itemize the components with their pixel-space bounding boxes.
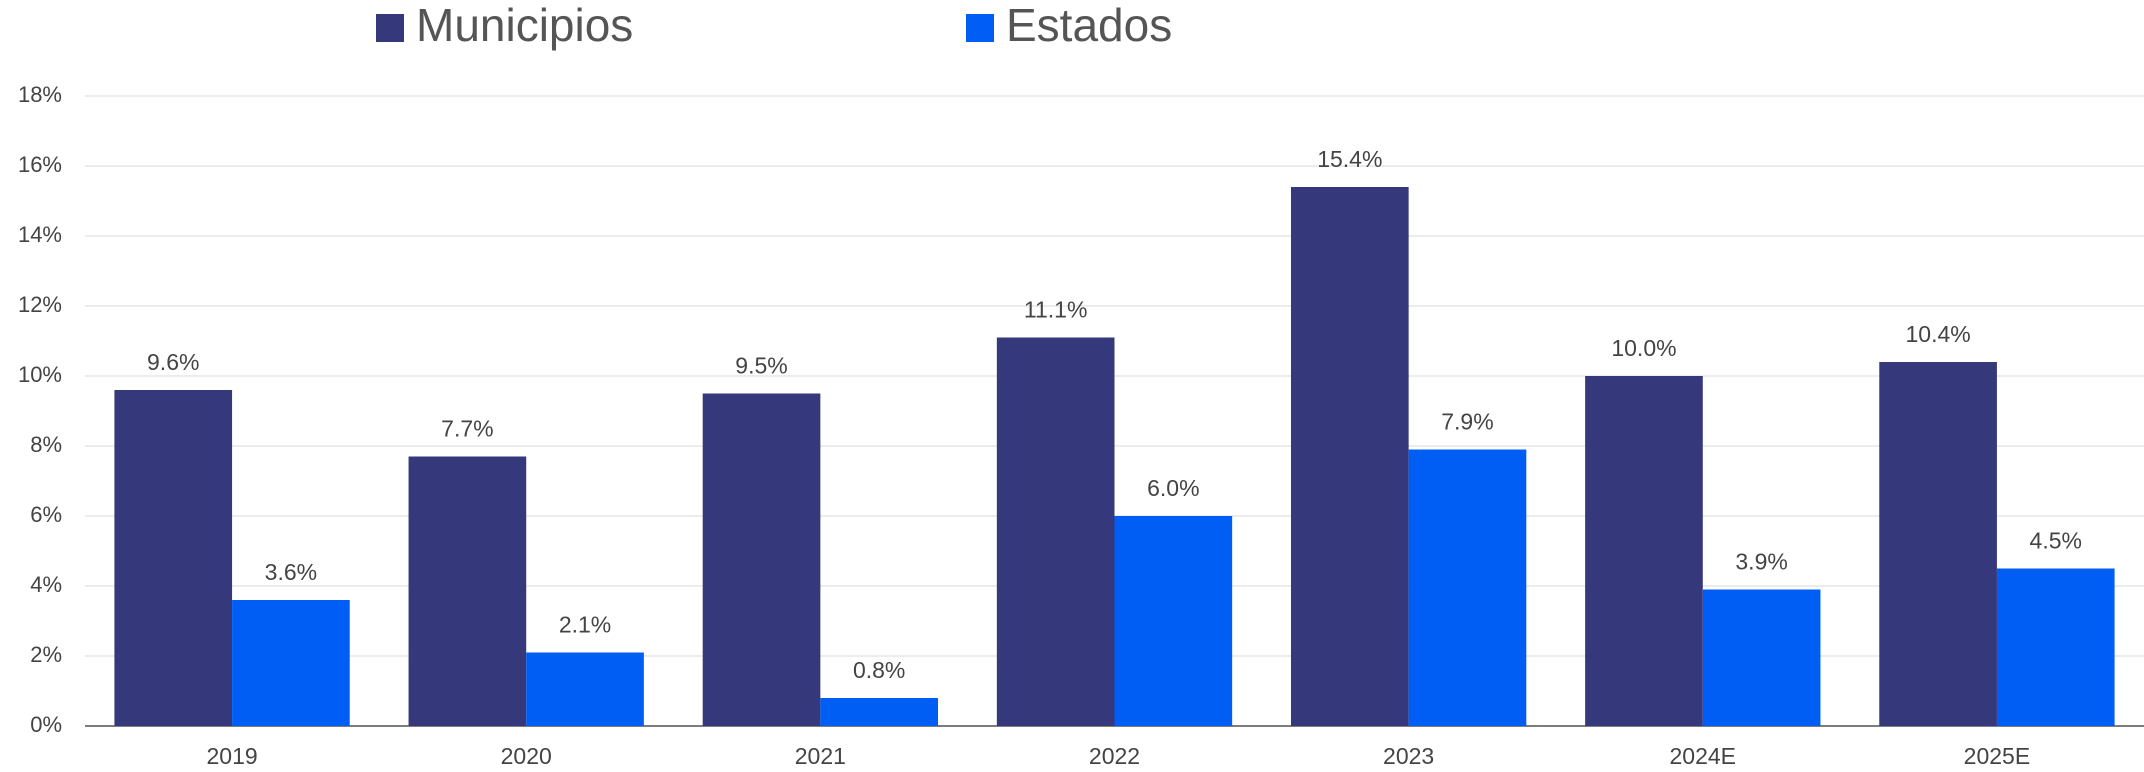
- value-label: 6.0%: [1147, 475, 1199, 501]
- bar: [702, 393, 821, 726]
- legend-swatch: [376, 14, 404, 42]
- value-label: 7.7%: [441, 416, 493, 442]
- value-label: 10.4%: [1905, 321, 1970, 347]
- bar: [526, 652, 644, 726]
- legend-label: Municipios: [416, 0, 633, 51]
- bar: [232, 600, 350, 726]
- x-tick-label: 2024E: [1670, 743, 1737, 769]
- x-tick-label: 2022: [1089, 743, 1140, 769]
- value-label: 9.5%: [735, 353, 787, 379]
- bar: [1114, 516, 1233, 726]
- bar: [1585, 376, 1703, 726]
- y-tick-label: 6%: [30, 502, 62, 527]
- bar: [1996, 568, 2115, 726]
- bar: [408, 456, 527, 726]
- x-tick-label: 2021: [795, 743, 846, 769]
- value-label: 11.1%: [1024, 297, 1088, 323]
- y-tick-label: 14%: [18, 222, 62, 247]
- bar: [1879, 362, 1997, 726]
- value-label: 10.0%: [1611, 335, 1676, 361]
- bar: [114, 390, 233, 726]
- bar: [996, 337, 1115, 726]
- value-label: 4.5%: [2030, 528, 2082, 554]
- y-tick-label: 0%: [30, 712, 62, 737]
- legend-swatch: [966, 14, 994, 42]
- value-label: 15.4%: [1317, 146, 1382, 172]
- value-label: 9.6%: [147, 349, 199, 375]
- y-tick-label: 12%: [18, 292, 62, 317]
- bar: [820, 698, 939, 726]
- y-tick-label: 2%: [30, 642, 62, 667]
- value-label: 3.9%: [1735, 549, 1787, 575]
- y-tick-label: 10%: [18, 362, 62, 387]
- bar: [1408, 449, 1527, 726]
- value-label: 7.9%: [1441, 409, 1493, 435]
- value-label: 2.1%: [559, 612, 611, 638]
- y-tick-label: 18%: [18, 82, 62, 107]
- value-label: 0.8%: [853, 657, 905, 683]
- value-label: 3.6%: [265, 559, 317, 585]
- y-tick-label: 16%: [18, 152, 62, 177]
- x-tick-label: 2019: [206, 743, 257, 769]
- y-tick-label: 4%: [30, 572, 62, 597]
- y-tick-label: 8%: [30, 432, 62, 457]
- bar: [1702, 589, 1821, 726]
- bar: [1290, 187, 1409, 726]
- legend-label: Estados: [1006, 0, 1172, 51]
- x-tick-label: 2023: [1383, 743, 1434, 769]
- x-tick-label: 2025E: [1964, 743, 2031, 769]
- x-tick-label: 2020: [501, 743, 552, 769]
